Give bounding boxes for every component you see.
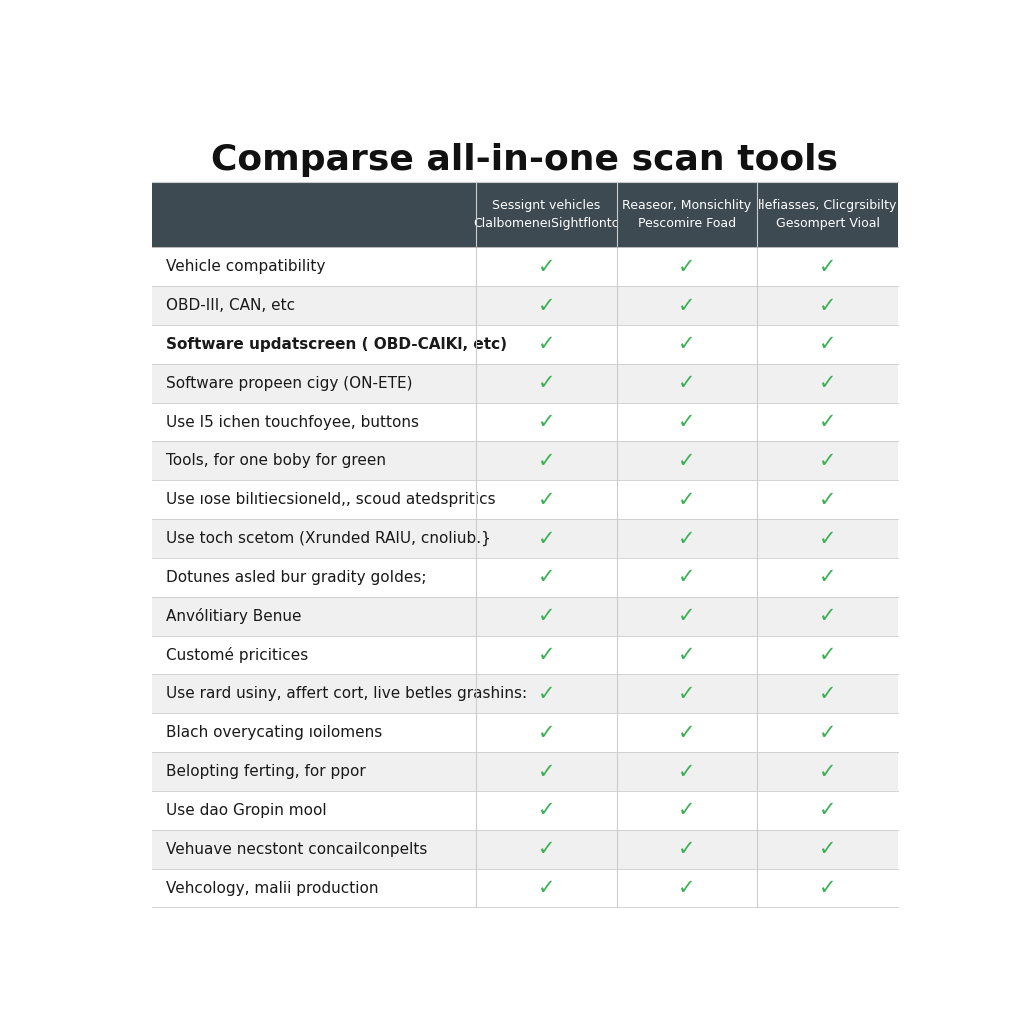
Text: Dotunes asled bur gradity goIdes;: Dotunes asled bur gradity goIdes; <box>166 570 427 585</box>
Bar <box>152 325 898 364</box>
Text: ✓: ✓ <box>678 412 695 432</box>
Text: ✓: ✓ <box>819 606 837 627</box>
Text: ✓: ✓ <box>538 684 555 703</box>
Text: Blach overycating ıoilomens: Blach overycating ıoilomens <box>166 725 382 740</box>
Text: ✓: ✓ <box>538 451 555 471</box>
Text: ✓: ✓ <box>819 451 837 471</box>
Text: ✓: ✓ <box>819 412 837 432</box>
Text: ✓: ✓ <box>819 878 837 898</box>
Bar <box>152 675 898 714</box>
Text: Software propeen cigy (ON-ETE): Software propeen cigy (ON-ETE) <box>166 376 413 391</box>
Text: ✓: ✓ <box>678 801 695 820</box>
Text: ✓: ✓ <box>678 645 695 665</box>
Text: ✓: ✓ <box>819 567 837 588</box>
Text: ✓: ✓ <box>678 684 695 703</box>
Text: Use dao Gropin mool: Use dao Gropin mool <box>166 803 327 818</box>
Bar <box>152 714 898 752</box>
Bar <box>152 286 898 325</box>
Text: ✓: ✓ <box>538 373 555 393</box>
Text: Vehuave necstont concaiIconpelts: Vehuave necstont concaiIconpelts <box>166 842 427 857</box>
Text: ✓: ✓ <box>819 762 837 781</box>
Bar <box>152 441 898 480</box>
Text: ✓: ✓ <box>538 257 555 276</box>
Text: ŀlefiasses, Clicgrsibilty
Gesompert Vioal: ŀlefiasses, Clicgrsibilty Gesompert Vioa… <box>759 199 897 230</box>
Text: ✓: ✓ <box>538 335 555 354</box>
Bar <box>152 829 898 868</box>
Text: ✓: ✓ <box>538 606 555 627</box>
Bar <box>152 636 898 675</box>
Text: ✓: ✓ <box>819 840 837 859</box>
Text: Anvólitiary Benue: Anvólitiary Benue <box>166 608 302 625</box>
Text: ✓: ✓ <box>819 684 837 703</box>
Text: ✓: ✓ <box>678 723 695 742</box>
Bar <box>152 752 898 791</box>
Text: ✓: ✓ <box>678 878 695 898</box>
Text: Belopting ferting, for ppor: Belopting ferting, for ppor <box>166 764 366 779</box>
Text: Vehicle compatibility: Vehicle compatibility <box>166 259 326 274</box>
Text: ✓: ✓ <box>819 528 837 549</box>
Text: ✓: ✓ <box>678 257 695 276</box>
Text: ✓: ✓ <box>538 878 555 898</box>
Text: ✓: ✓ <box>678 567 695 588</box>
Text: Vehcology, malii production: Vehcology, malii production <box>166 881 379 896</box>
Text: Reaseor, Monsichlity
Pescomire Foad: Reaseor, Monsichlity Pescomire Foad <box>623 199 752 230</box>
Text: ✓: ✓ <box>538 762 555 781</box>
Text: ✓: ✓ <box>538 528 555 549</box>
Text: ✓: ✓ <box>678 762 695 781</box>
Text: ✓: ✓ <box>819 257 837 276</box>
Bar <box>152 248 898 286</box>
Text: ✓: ✓ <box>538 801 555 820</box>
Text: ✓: ✓ <box>819 296 837 315</box>
Text: Use I5 ichen touchfoyee, buttons: Use I5 ichen touchfoyee, buttons <box>166 415 419 429</box>
Text: ✓: ✓ <box>819 645 837 665</box>
Bar <box>152 402 898 441</box>
Text: ✓: ✓ <box>538 489 555 510</box>
Text: Sessignt vehicles
ClalbomeneıSightflontc: Sessignt vehicles ClalbomeneıSightflontc <box>474 199 620 230</box>
Bar <box>152 558 898 597</box>
Text: ✓: ✓ <box>819 489 837 510</box>
Text: ✓: ✓ <box>678 606 695 627</box>
Bar <box>152 182 898 248</box>
Bar <box>152 480 898 519</box>
Text: ✓: ✓ <box>538 567 555 588</box>
Text: ✓: ✓ <box>538 723 555 742</box>
Text: ✓: ✓ <box>538 296 555 315</box>
Bar <box>152 519 898 558</box>
Bar <box>152 868 898 907</box>
Text: ✓: ✓ <box>538 645 555 665</box>
Text: ✓: ✓ <box>678 489 695 510</box>
Text: Use toch scetom (Xrunded RAIU, cnoliub.}: Use toch scetom (Xrunded RAIU, cnoliub.} <box>166 530 490 546</box>
Text: ✓: ✓ <box>819 335 837 354</box>
Text: ✓: ✓ <box>678 296 695 315</box>
Text: ✓: ✓ <box>678 451 695 471</box>
Text: ✓: ✓ <box>678 335 695 354</box>
Text: Software updatscreen ( OBD-CAlKl, etc): Software updatscreen ( OBD-CAlKl, etc) <box>166 337 507 352</box>
Text: Tools, for one boby for green: Tools, for one boby for green <box>166 454 386 468</box>
Text: OBD-III, CAN, etc: OBD-III, CAN, etc <box>166 298 295 313</box>
Bar <box>152 791 898 829</box>
Text: ✓: ✓ <box>538 840 555 859</box>
Text: ✓: ✓ <box>819 723 837 742</box>
Bar <box>152 364 898 402</box>
Text: Comparse all-in-one scan tools: Comparse all-in-one scan tools <box>211 142 839 176</box>
Text: ✓: ✓ <box>678 373 695 393</box>
Text: ✓: ✓ <box>819 373 837 393</box>
Text: ✓: ✓ <box>819 801 837 820</box>
Text: ✓: ✓ <box>678 840 695 859</box>
Text: Use rard usiny, affert cort, live betles grashins:: Use rard usiny, affert cort, live betles… <box>166 686 527 701</box>
Bar <box>152 597 898 636</box>
Text: ✓: ✓ <box>538 412 555 432</box>
Text: ✓: ✓ <box>678 528 695 549</box>
Text: Customé pricitices: Customé pricitices <box>166 647 308 663</box>
Text: Use ıose bilıtiecsioneld,, scoud atedspritics: Use ıose bilıtiecsioneld,, scoud atedspr… <box>166 493 496 507</box>
